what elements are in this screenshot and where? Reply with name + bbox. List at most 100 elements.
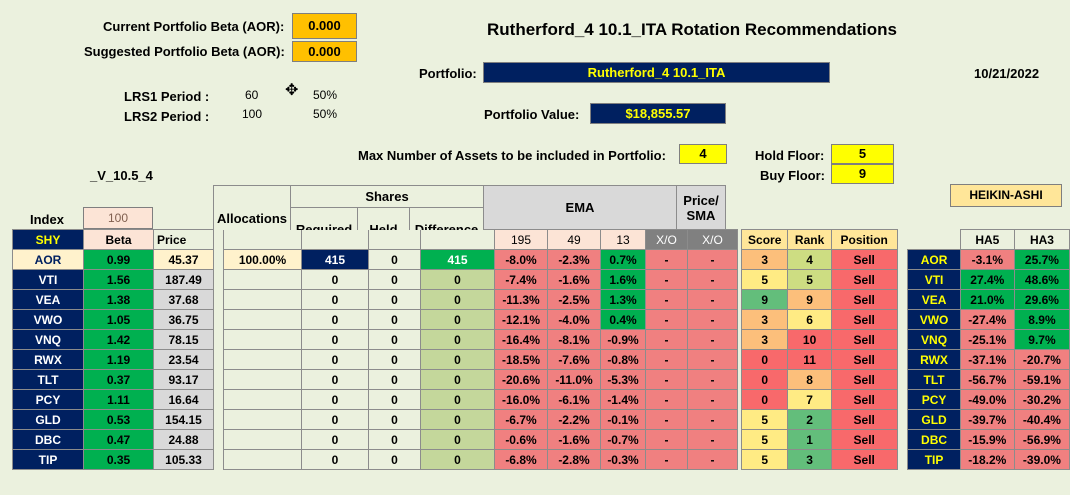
ha-ticker-cell[interactable]: VNQ — [907, 329, 961, 350]
ticker-cell[interactable]: TIP — [12, 449, 84, 470]
ha5-cell: -18.2% — [959, 449, 1015, 470]
col-price-sma-line2: SMA — [686, 207, 716, 223]
table-row[interactable]: DBC 0.47 24.88 0 0 0 -0.6% -1.6% -0.7% - - — [12, 429, 738, 450]
ema-49-cell: -2.2% — [547, 409, 601, 430]
col-xo2: X/O — [687, 229, 738, 250]
spacer — [213, 429, 224, 450]
rank-cell: 7 — [787, 389, 832, 410]
ticker-cell[interactable]: TLT — [12, 369, 84, 390]
table-row[interactable]: AOR 0.99 45.37 100.00% 415 0 415 -8.0% -2.3% 0.7%… — [12, 249, 738, 270]
spacer — [897, 309, 908, 330]
ha-ticker-cell[interactable]: VTI — [907, 269, 961, 290]
blank — [301, 229, 369, 250]
table-row[interactable]: 5 3 Sell TIP -18.2% -39.0% — [740, 449, 1070, 470]
score-cell: 9 — [740, 289, 789, 310]
ticker-cell[interactable]: RWX — [12, 349, 84, 370]
table-row[interactable]: 5 2 Sell GLD -39.7% -40.4% — [740, 409, 1070, 430]
spacer — [213, 269, 224, 290]
ticker-cell[interactable]: DBC — [12, 429, 84, 450]
difference-cell: 0 — [420, 289, 495, 310]
ema-195-cell: -6.7% — [494, 409, 548, 430]
table-row[interactable]: 0 11 Sell RWX -37.1% -20.7% — [740, 349, 1070, 370]
ha-ticker-cell[interactable]: PCY — [907, 389, 961, 410]
lrs1-value: 60 — [245, 88, 259, 102]
portfolio-value[interactable]: $18,855.57 — [590, 103, 726, 124]
ticker-cell[interactable]: VTI — [12, 269, 84, 290]
table-row[interactable]: 3 6 Sell VWO -27.4% 8.9% — [740, 309, 1070, 330]
score-cell: 0 — [740, 349, 789, 370]
portfolio-name[interactable]: Rutherford_4 10.1_ITA — [483, 62, 830, 83]
table-row[interactable]: 3 4 Sell AOR -3.1% 25.7% — [740, 249, 1070, 270]
price-sma-cell: - — [687, 409, 738, 430]
ha-ticker-cell[interactable]: TIP — [907, 449, 961, 470]
suggested-beta-value[interactable]: 0.000 — [292, 41, 357, 62]
ha-ticker-cell[interactable]: VEA — [907, 289, 961, 310]
ema-195-cell: -16.4% — [494, 329, 548, 350]
ha5-cell: -37.1% — [959, 349, 1015, 370]
ema-13-cell: -0.3% — [600, 449, 646, 470]
spacer — [897, 229, 908, 250]
required-cell: 0 — [301, 269, 369, 290]
score-cell: 3 — [740, 309, 789, 330]
ticker-cell[interactable]: VNQ — [12, 329, 84, 350]
ha3-cell: -20.7% — [1013, 349, 1070, 370]
ha-ticker-cell[interactable]: DBC — [907, 429, 961, 450]
held-cell: 0 — [368, 389, 421, 410]
ha5-cell: -25.1% — [959, 329, 1015, 350]
xo-cell: - — [645, 249, 688, 270]
table-row[interactable]: VEA 1.38 37.68 0 0 0 -11.3% -2.5% 1.3% - - — [12, 289, 738, 310]
ema-195-cell: -18.5% — [494, 349, 548, 370]
ticker-cell[interactable]: PCY — [12, 389, 84, 410]
table-row[interactable]: VTI 1.56 187.49 0 0 0 -7.4% -1.6% 1.6% - - — [12, 269, 738, 290]
beta-cell: 1.38 — [83, 289, 154, 310]
ha5-cell: -3.1% — [959, 249, 1015, 270]
table-row[interactable]: 5 1 Sell DBC -15.9% -56.9% — [740, 429, 1070, 450]
price-cell: 36.75 — [153, 309, 214, 330]
max-assets-label: Max Number of Assets to be included in P… — [358, 148, 666, 163]
ticker-cell[interactable]: VEA — [12, 289, 84, 310]
ha-ticker-cell[interactable]: GLD — [907, 409, 961, 430]
table-row[interactable]: 0 8 Sell TLT -56.7% -59.1% — [740, 369, 1070, 390]
price-sma-cell: - — [687, 429, 738, 450]
table-row[interactable]: 0 7 Sell PCY -49.0% -30.2% — [740, 389, 1070, 410]
table-row[interactable]: VWO 1.05 36.75 0 0 0 -12.1% -4.0% 0.4% - - — [12, 309, 738, 330]
held-cell: 0 — [368, 249, 421, 270]
ha-ticker-cell[interactable]: VWO — [907, 309, 961, 330]
table-row[interactable]: RWX 1.19 23.54 0 0 0 -18.5% -7.6% -0.8% - - — [12, 349, 738, 370]
max-assets-input[interactable]: 4 — [679, 144, 727, 164]
position-cell: Sell — [830, 369, 898, 390]
hold-floor-input[interactable]: 5 — [831, 144, 894, 164]
table-row[interactable]: TLT 0.37 93.17 0 0 0 -20.6% -11.0% -5.3% - - — [12, 369, 738, 390]
held-cell: 0 — [368, 449, 421, 470]
price-sma-cell: - — [687, 249, 738, 270]
ema-13-cell: 0.4% — [600, 309, 646, 330]
spacer — [897, 249, 908, 270]
table-row[interactable]: GLD 0.53 154.15 0 0 0 -6.7% -2.2% -0.1% - - — [12, 409, 738, 430]
spacer — [213, 249, 224, 270]
table-row[interactable]: 3 10 Sell VNQ -25.1% 9.7% — [740, 329, 1070, 350]
table-row[interactable]: 9 9 Sell VEA 21.0% 29.6% — [740, 289, 1070, 310]
ticker-cell[interactable]: AOR — [12, 249, 84, 270]
ha-ticker-cell[interactable]: AOR — [907, 249, 961, 270]
score-cell: 3 — [740, 329, 789, 350]
ha-ticker-cell[interactable]: TLT — [907, 369, 961, 390]
buy-floor-input[interactable]: 9 — [831, 164, 894, 184]
page-title: Rutherford_4 10.1_ITA Rotation Recommend… — [487, 20, 897, 39]
ha3-cell: -40.4% — [1013, 409, 1070, 430]
index-value[interactable]: 100 — [83, 207, 153, 229]
table-row[interactable]: PCY 1.11 16.64 0 0 0 -16.0% -6.1% -1.4% - - — [12, 389, 738, 410]
spacer — [213, 369, 224, 390]
col-shy: SHY — [12, 229, 84, 250]
table-row[interactable]: 5 5 Sell VTI 27.4% 48.6% — [740, 269, 1070, 290]
ema-49-cell: -7.6% — [547, 349, 601, 370]
col-position: Position — [830, 229, 898, 250]
ticker-cell[interactable]: GLD — [12, 409, 84, 430]
table-row[interactable]: TIP 0.35 105.33 0 0 0 -6.8% -2.8% -0.3% - - — [12, 449, 738, 470]
position-cell: Sell — [830, 329, 898, 350]
table-row[interactable]: VNQ 1.42 78.15 0 0 0 -16.4% -8.1% -0.9% - - — [12, 329, 738, 350]
ticker-cell[interactable]: VWO — [12, 309, 84, 330]
ha-ticker-cell[interactable]: RWX — [907, 349, 961, 370]
price-cell: 187.49 — [153, 269, 214, 290]
current-beta-value[interactable]: 0.000 — [292, 13, 357, 39]
held-cell: 0 — [368, 309, 421, 330]
